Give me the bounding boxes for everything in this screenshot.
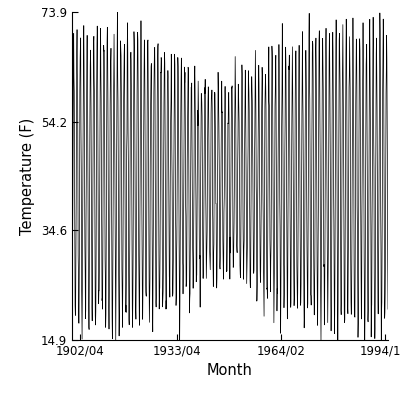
Y-axis label: Temperature (F): Temperature (F) [20, 117, 35, 235]
X-axis label: Month: Month [207, 364, 253, 378]
